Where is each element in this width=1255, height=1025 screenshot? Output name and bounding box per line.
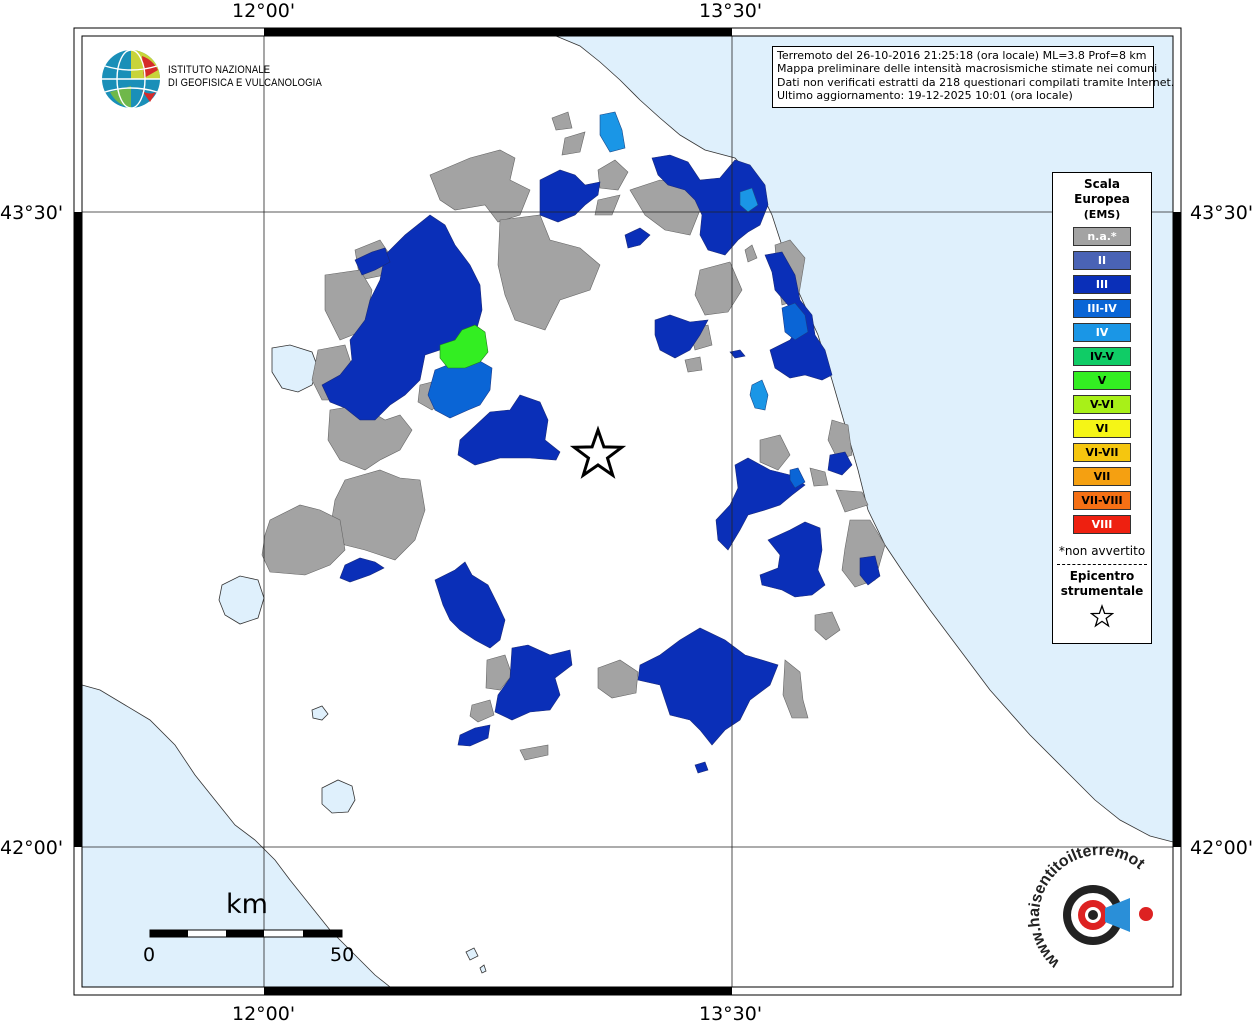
legend-swatch: VII-VIII xyxy=(1073,491,1131,510)
lake-vico xyxy=(311,705,329,721)
scalebar-min-label: 0 xyxy=(143,944,156,966)
scalebar-max-label: 50 xyxy=(330,944,355,966)
tyrrhenian-sea xyxy=(81,684,392,988)
ingv-name-line2: DI GEOFISICA E VULCANOLOGIA xyxy=(168,77,322,89)
legend-swatch: IV-V xyxy=(1073,347,1131,366)
lat-label-left-2: 42°00' xyxy=(0,837,64,859)
lat-label-right-2: 42°00' xyxy=(1190,837,1254,859)
municipalities-intensity-IV xyxy=(599,111,769,411)
lake-nemi xyxy=(479,964,487,974)
lon-label-bottom-1: 12°00' xyxy=(232,1003,296,1025)
legend-swatch: IV xyxy=(1073,323,1131,342)
event-info-line2: Mappa preliminare delle intensità macros… xyxy=(777,62,1158,76)
lat-label-right-1: 43°30' xyxy=(1190,202,1254,224)
legend-swatches: n.a.* II III III-IV IV IV-V V V-VI VI VI-VII VII VI… xyxy=(1053,227,1151,534)
legend-swatch: V-VI xyxy=(1073,395,1131,414)
legend-star-icon xyxy=(1089,604,1115,628)
legend-divider xyxy=(1057,564,1147,565)
legend-swatch: III-IV xyxy=(1073,299,1131,318)
scalebar-unit: km xyxy=(226,889,268,920)
lon-label-bottom-2: 13°30' xyxy=(699,1003,763,1025)
legend-title-2: Europea xyxy=(1074,192,1130,206)
municipalities-intensity-III-IV xyxy=(427,302,809,489)
intensity-legend: Scala Europea (EMS) n.a.* II III III-IV IV IV… xyxy=(1052,172,1152,644)
ingv-name-line1: ISTITUTO NAZIONALE xyxy=(168,64,271,76)
map-frame xyxy=(73,27,1182,996)
legend-epicenter-line2: strumentale xyxy=(1060,584,1144,598)
legend-epicenter-line1: Epicentro xyxy=(1069,569,1135,583)
legend-title-1: Scala xyxy=(1083,177,1121,191)
legend-swatch: VI-VII xyxy=(1073,443,1131,462)
legend-swatch: VIII xyxy=(1073,515,1131,534)
legend-swatch: III xyxy=(1073,275,1131,294)
event-info-line1: Terremoto del 26-10-2016 21:25:18 (ora l… xyxy=(777,49,1147,62)
legend-swatch: VI xyxy=(1073,419,1131,438)
scale-bar xyxy=(149,929,343,938)
ingv-name: ISTITUTO NAZIONALE DI GEOFISICA E VULCAN… xyxy=(168,64,322,90)
lon-label-top-1: 12°00' xyxy=(232,0,296,22)
lake-trasimeno xyxy=(271,344,319,393)
event-info-line3: Dati non verificati estratti da 218 ques… xyxy=(777,75,1175,89)
municipalities-intensity-III xyxy=(321,154,881,774)
graticule xyxy=(82,36,1173,987)
hsit-logo xyxy=(1063,885,1153,945)
ingv-globe-logo xyxy=(102,49,160,109)
lon-label-top-2: 13°30' xyxy=(699,0,763,22)
legend-swatch: n.a.* xyxy=(1073,227,1131,246)
epicenter-star-icon xyxy=(569,425,627,479)
lat-label-left-1: 43°30' xyxy=(0,202,64,224)
lake-albano xyxy=(465,947,479,961)
municipalities-intensity-V xyxy=(439,324,489,369)
event-info-line4: Ultimo aggiornamento: 19-12-2025 10:01 (… xyxy=(777,88,1073,102)
legend-swatch: II xyxy=(1073,251,1131,270)
legend-title-3: (EMS) xyxy=(1083,208,1121,221)
lake-bracciano xyxy=(321,779,356,814)
event-info-box: Terremoto del 26-10-2016 21:25:18 (ora l… xyxy=(772,46,1175,108)
legend-note: *non avvertito xyxy=(1058,544,1146,558)
legend-swatch: V xyxy=(1073,371,1131,390)
legend-swatch: VII xyxy=(1073,467,1131,486)
lake-bolsena xyxy=(218,575,265,625)
